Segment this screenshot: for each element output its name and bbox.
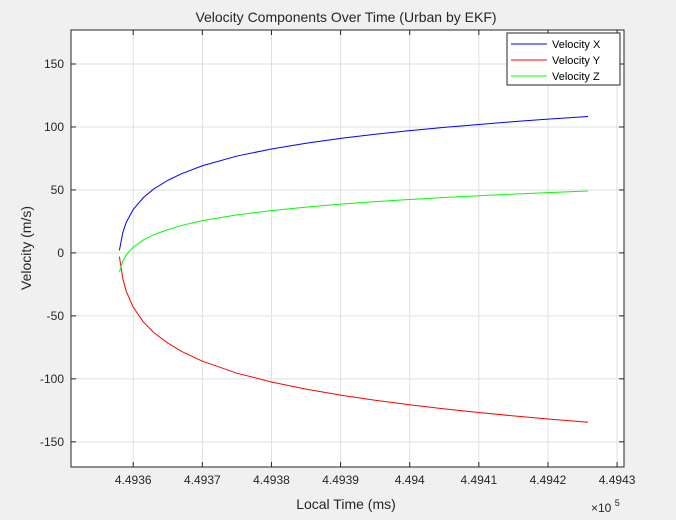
ticks: 4.4936 4.4937 4.4938 4.4939 4.494 4.4941 4.494…	[40, 30, 636, 487]
chart-title: Velocity Components Over Time (Urban by …	[195, 9, 496, 25]
plot-frame	[70, 29, 625, 468]
y-tick-label: -50	[47, 309, 65, 323]
series-layer	[118, 116, 589, 423]
x-tick-label: 4.4939	[322, 473, 359, 487]
x-tick-label: 4.4942	[530, 473, 567, 487]
x-tick-label: 4.4943	[599, 473, 636, 487]
legend-entry: Velocity Y	[552, 55, 601, 67]
legend-entry: Velocity X	[552, 39, 601, 51]
x-tick-label: 4.494	[395, 473, 425, 487]
plot-area	[71, 30, 624, 467]
svg-text:×10 5: ×10 5	[591, 498, 620, 515]
y-tick-label: 150	[44, 57, 64, 71]
x-tick-label: 4.4936	[115, 473, 152, 487]
x-tick-label: 4.4941	[460, 473, 497, 487]
x-exponent-base: ×10	[591, 501, 612, 515]
x-exponent: ×10 5	[591, 498, 620, 515]
grid	[71, 30, 624, 467]
x-axis-label: Local Time (ms)	[296, 496, 396, 512]
x-tick-label: 4.4938	[253, 473, 290, 487]
y-tick-label: -100	[40, 372, 64, 386]
y-tick-label: -150	[40, 435, 64, 449]
x-exponent-power: 5	[615, 498, 620, 508]
series-line-velocity-z	[118, 190, 589, 272]
y-tick-label: 50	[51, 183, 65, 197]
legend: Velocity X Velocity Y Velocity Z	[506, 32, 621, 86]
x-tick-label: 4.4937	[184, 473, 221, 487]
series-line-velocity-x	[118, 116, 589, 251]
y-tick-label: 0	[57, 246, 64, 260]
y-axis-label: Velocity (m/s)	[18, 206, 34, 290]
legend-entry: Velocity Z	[552, 71, 600, 83]
y-tick-label: 100	[44, 120, 64, 134]
series-line-velocity-y	[118, 256, 589, 423]
